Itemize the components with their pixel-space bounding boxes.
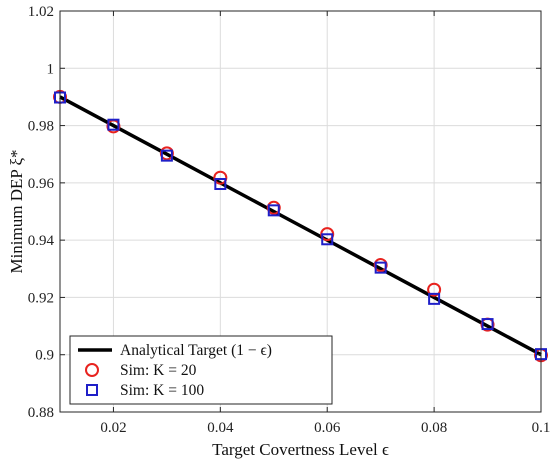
k20-marker xyxy=(213,170,228,185)
y-tick-label: 0.9 xyxy=(35,348,54,364)
y-axis-label: Minimum DEP ξ* xyxy=(7,149,26,273)
k100-marker xyxy=(374,261,387,274)
x-tick-label: 0.06 xyxy=(314,420,341,436)
y-tick-label: 1.02 xyxy=(28,4,54,20)
plot-area xyxy=(53,89,548,363)
legend-square-swatch xyxy=(86,384,98,396)
tick-marks xyxy=(60,10,542,413)
legend-circle-swatch xyxy=(85,363,99,377)
x-tick-label: 0.1 xyxy=(532,420,550,436)
y-tick-label: 1 xyxy=(47,61,55,77)
y-tick-label: 0.98 xyxy=(28,119,54,135)
k100-marker xyxy=(481,318,494,331)
k100-marker xyxy=(160,149,173,162)
legend-label: Analytical Target (1 − ϵ) xyxy=(120,342,272,359)
y-tick-label: 0.92 xyxy=(28,290,54,306)
x-tick-label: 0.02 xyxy=(100,420,126,436)
x-tick-label: 0.08 xyxy=(421,420,447,436)
analytical-line xyxy=(59,95,542,357)
tick-labels: 0.02 0.04 0.06 0.08 0.1 0.88 0.9 0.92 0.94 0.96 0.… xyxy=(28,4,550,436)
k100-marker xyxy=(214,178,227,191)
k100-marker xyxy=(267,204,280,217)
y-tick-label: 0.94 xyxy=(28,233,55,249)
axes-frame xyxy=(59,10,542,413)
k100-marker xyxy=(107,118,120,131)
y-tick-label: 0.88 xyxy=(28,405,54,421)
legend: Analytical Target (1 − ϵ) Sim: K = 20 Sim:… xyxy=(69,335,333,405)
k100-marker xyxy=(428,292,441,305)
legend-box xyxy=(69,335,333,405)
k20-marker xyxy=(427,282,442,297)
legend-label: Sim: K = 100 xyxy=(120,382,204,399)
y-tick-label: 0.96 xyxy=(28,176,55,192)
k100-marker xyxy=(321,233,334,246)
x-axis-label: Target Covertness Level ϵ xyxy=(212,440,389,459)
x-tick-label: 0.04 xyxy=(207,420,234,436)
legend-label: Sim: K = 20 xyxy=(120,362,197,379)
